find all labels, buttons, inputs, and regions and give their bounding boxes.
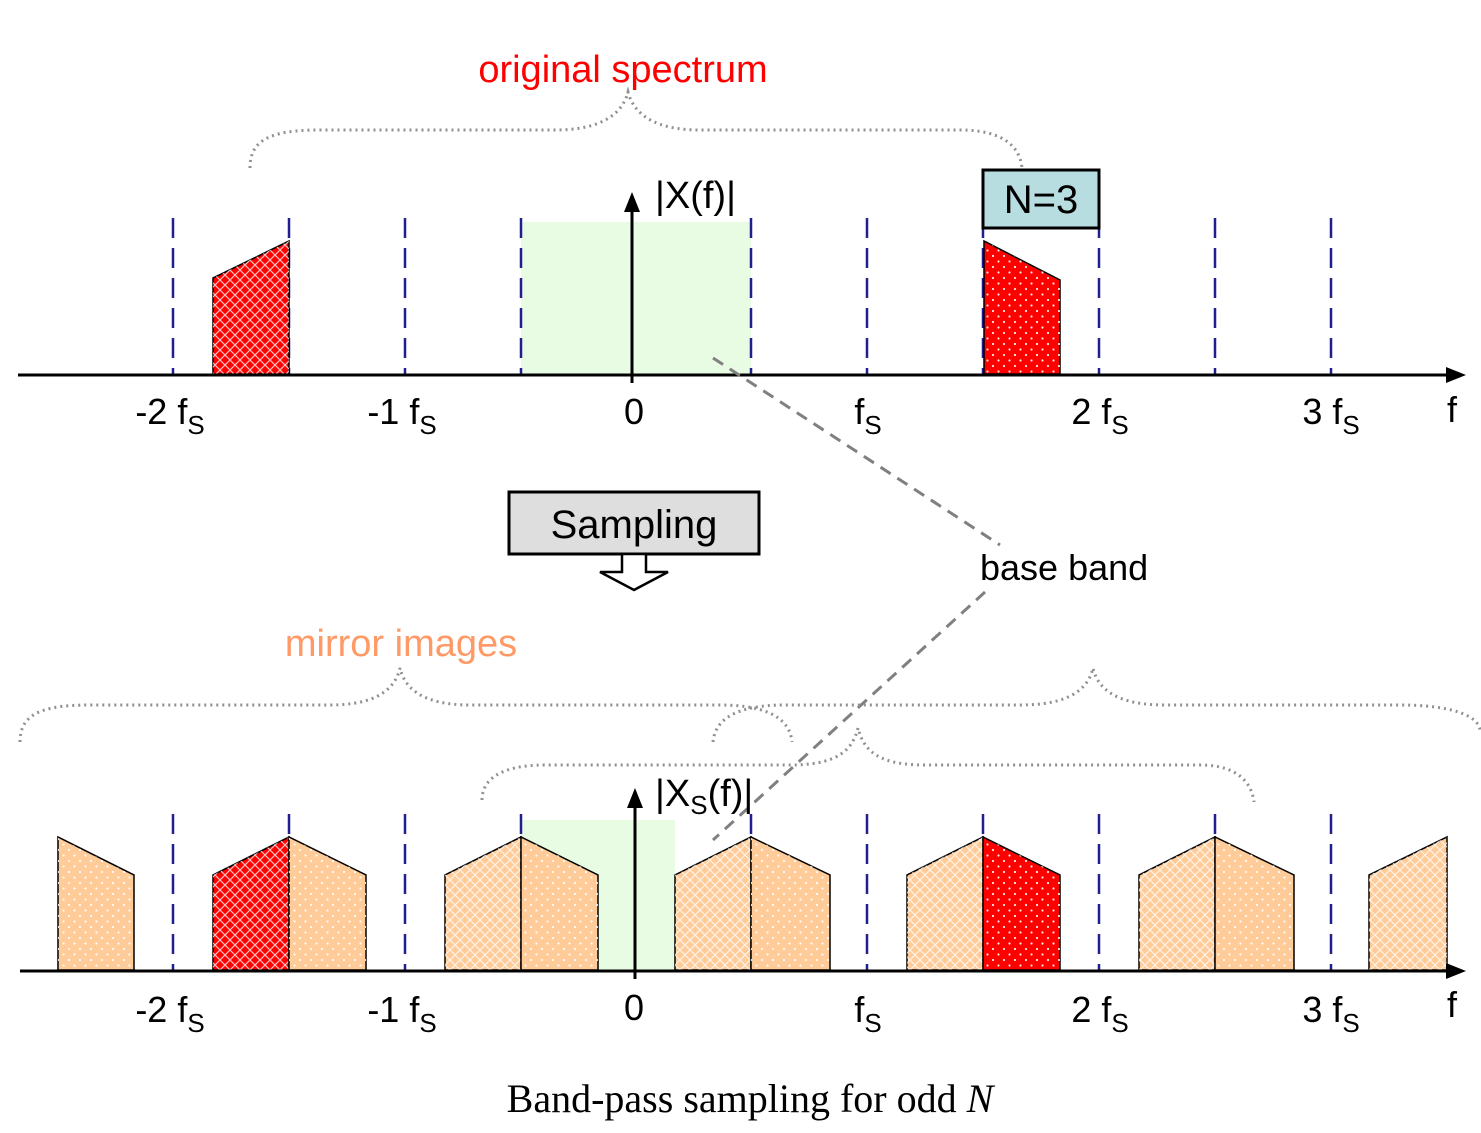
mirror-image-red — [982, 835, 1061, 971]
top-f-axis-arrow — [1446, 367, 1466, 383]
mirror-image-orange — [906, 835, 984, 971]
bottom-tick-neg1fs: -1 fS — [367, 989, 436, 1038]
original-spectrum-brace — [248, 86, 1024, 169]
top-baseband-area — [521, 222, 751, 374]
bottom-magnitude-arrow — [627, 788, 643, 808]
bottom-f-axis-label: f — [1447, 984, 1458, 1025]
sampling-arrow-box: Sampling — [507, 490, 761, 592]
bottom-tick-labels: -2 fS -1 fS 0 fS 2 fS 3 fS f — [135, 984, 1458, 1038]
bottom-magnitude-label: |XS(f)| — [655, 773, 753, 820]
base-band-label: base band — [980, 547, 1148, 588]
mirror-image-orange — [444, 835, 522, 971]
n-box-label: N=3 — [1004, 178, 1079, 222]
original-spectrum-label: original spectrum — [478, 49, 767, 91]
mirror-image-red — [212, 835, 290, 971]
n-box — [981, 168, 1101, 230]
top-pos-red-band — [983, 239, 1061, 375]
mirror-image-orange — [1138, 835, 1216, 971]
top-magnitude-arrow — [624, 192, 640, 212]
mirror-image-orange — [520, 835, 599, 971]
top-tick-3fs: 3 fS — [1302, 391, 1359, 440]
top-tick-2fs: 2 fS — [1071, 391, 1128, 440]
mirror-brace-left — [18, 667, 794, 743]
top-tick-neg2fs: -2 fS — [135, 391, 204, 440]
mirror-image-orange — [288, 835, 367, 971]
bottom-tick-zero: 0 — [624, 987, 644, 1028]
bottom-images — [57, 835, 1448, 971]
mirror-image-orange — [750, 835, 831, 971]
top-neg-red-band — [212, 239, 290, 375]
sampling-box — [507, 490, 761, 556]
bottom-f-axis-arrow — [1446, 963, 1466, 979]
mirror-images-label: mirror images — [285, 623, 517, 665]
bottom-spectrum: |XS(f)| -2 fS -1 fS 0 fS 2 fS 3 fS f mir… — [18, 623, 1481, 1038]
bottom-tick-3fs: 3 fS — [1302, 989, 1359, 1038]
top-tick-neg1fs: -1 fS — [367, 391, 436, 440]
mirror-image-orange — [674, 835, 752, 971]
top-spectrum: |X(f)| N=3 -2 fS -1 fS 0 fS 2 fS 3 fS f … — [18, 49, 1466, 440]
mirror-image-orange — [1214, 835, 1295, 971]
bottom-tick-fs: fS — [854, 989, 881, 1038]
figure-caption: Band-pass sampling for odd N — [507, 1076, 996, 1121]
top-dashed-lines — [171, 218, 1333, 374]
mirror-image-orange — [1368, 835, 1448, 971]
bottom-tick-neg2fs: -2 fS — [135, 989, 204, 1038]
base-band-connector-top — [712, 356, 1001, 547]
mirror-image-orange — [57, 835, 135, 971]
top-tick-zero: 0 — [624, 391, 644, 432]
sampling-label: Sampling — [551, 503, 718, 547]
top-tick-labels: -2 fS -1 fS 0 fS 2 fS 3 fS f — [135, 389, 1458, 440]
mirror-brace-right — [711, 667, 1481, 743]
mirror-image-braces — [18, 667, 1481, 803]
base-band-connector-bottom — [711, 590, 987, 842]
bottom-tick-2fs: 2 fS — [1071, 989, 1128, 1038]
mirror-brace-inner — [480, 727, 1256, 803]
sampling-down-arrow — [599, 552, 669, 592]
top-f-axis-label: f — [1447, 389, 1458, 430]
top-magnitude-label: |X(f)| — [655, 175, 736, 217]
top-tick-fs: fS — [854, 391, 881, 440]
